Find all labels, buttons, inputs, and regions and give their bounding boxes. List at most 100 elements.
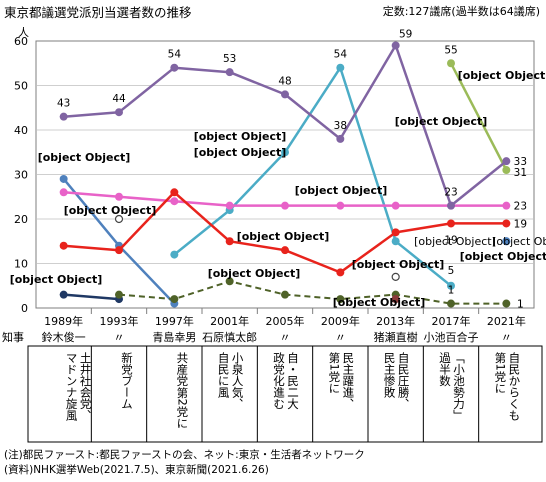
- series-point: [336, 268, 345, 277]
- y-unit-label: 人: [18, 26, 29, 39]
- context-box-line: 政党化進む: [272, 352, 286, 410]
- series-point: [336, 134, 345, 143]
- governor-name: 〃: [280, 331, 291, 344]
- series-annotation: [object Object]: [208, 267, 301, 280]
- series-point: [281, 148, 289, 157]
- series-point: [59, 188, 68, 197]
- data-label: 53: [223, 53, 236, 65]
- series-point: [225, 277, 234, 286]
- x-tick-label: 1989年: [44, 314, 83, 328]
- data-label: 19: [514, 218, 527, 230]
- data-label: 23: [444, 187, 457, 199]
- governor-row-label: 知事: [2, 330, 24, 344]
- data-label: 44: [112, 93, 126, 105]
- chart-title: 東京都議選党派別当選者数の推移: [4, 5, 192, 20]
- x-tick-label: 2013年: [376, 314, 415, 328]
- series-point: [391, 237, 400, 246]
- context-box: 自・民二大政党化進む: [271, 352, 300, 438]
- series-point: [391, 201, 400, 210]
- x-tick-label: 2021年: [487, 314, 526, 328]
- context-box-line: 旋風: [64, 398, 79, 421]
- series-annotation: [object Object]: [352, 258, 445, 271]
- context-box-line: 共産党: [175, 352, 190, 387]
- seat-note: 定数:127議席(過半数は64議席): [382, 5, 540, 18]
- series-point: [391, 228, 400, 237]
- series-point: [170, 197, 179, 206]
- series-point: [170, 250, 179, 259]
- context-box-line: 民主躍進、: [341, 352, 356, 410]
- series-annotation: [object Object]: [460, 250, 546, 263]
- series-point: [170, 188, 179, 197]
- series-point: [59, 290, 68, 299]
- series-annotation: [object Object]: [295, 184, 388, 197]
- data-label: 1: [448, 285, 455, 297]
- governor-name: 猪瀬直樹: [374, 330, 418, 344]
- series-point: [115, 290, 123, 299]
- series-point: [225, 68, 234, 77]
- series-point: [115, 192, 123, 201]
- x-tick-label: 2001年: [210, 314, 249, 328]
- single-point: [391, 272, 400, 281]
- context-box-line: 社会党、: [78, 375, 93, 421]
- series-point: [59, 174, 68, 183]
- series-point: [281, 246, 289, 255]
- series-point: [502, 166, 511, 175]
- governor-name: 石原慎太郎: [202, 330, 257, 344]
- data-label: 48: [278, 75, 291, 87]
- context-box-line: 自・民二大: [286, 352, 300, 410]
- y-tick-label: 60: [14, 35, 28, 48]
- series-line: [449, 62, 508, 171]
- series-annotation: [object Object]: [414, 235, 496, 248]
- y-tick-label: 30: [14, 169, 28, 182]
- series-point: [59, 112, 68, 121]
- data-label: 59: [399, 28, 412, 40]
- series-point: [225, 201, 234, 210]
- series-annotation: [object Object]: [38, 151, 131, 164]
- context-box: 自民圧勝、民主惨敗: [382, 352, 411, 438]
- x-tick-label: 1993年: [100, 314, 139, 328]
- footnotes: (注)都民ファースト:都民ファーストの会、ネット:東京・生活者ネットワーク (資…: [4, 448, 365, 478]
- y-tick-label: 10: [14, 258, 28, 271]
- series-annotation: [object Object]: [458, 69, 546, 82]
- series-annotation: [object Object]: [333, 296, 426, 309]
- y-tick-label: 0: [21, 302, 28, 315]
- context-box-line: 民主惨敗: [382, 352, 397, 398]
- series-annotation: [object Object]: [492, 235, 546, 248]
- context-box-line: マドンナ: [64, 352, 79, 398]
- data-label: 38: [334, 120, 347, 132]
- context-box-line: ブーム: [120, 375, 134, 410]
- governor-name: 〃: [114, 331, 125, 344]
- data-label: 55: [444, 44, 457, 56]
- data-label: 5: [448, 265, 455, 277]
- series-point: [336, 63, 345, 72]
- series-annotation: [object Object]: [194, 130, 287, 143]
- y-tick-label: 20: [14, 213, 28, 226]
- context-box: 新党ブーム: [105, 352, 134, 438]
- context-box-line: 「小池勢力」: [452, 352, 466, 421]
- context-box: 「小池勢力」過半数: [437, 352, 466, 438]
- series-point: [281, 90, 289, 99]
- single-point: [502, 237, 511, 246]
- series-point: [225, 237, 234, 246]
- series-point: [115, 108, 123, 117]
- series-line: [118, 280, 507, 305]
- series-point: [281, 201, 289, 210]
- context-box: 民主躍進、第1党に: [326, 352, 356, 438]
- y-tick-label: 40: [14, 124, 28, 137]
- data-label: 54: [168, 49, 182, 61]
- context-box-line: 第1党に: [327, 352, 342, 394]
- series-point: [502, 201, 511, 210]
- series-point: [447, 299, 455, 308]
- y-tick-label: 50: [14, 80, 28, 93]
- footnote-note: (注)都民ファースト:都民ファーストの会、ネット:東京・生活者ネットワーク: [4, 449, 365, 461]
- series-point: [502, 299, 511, 308]
- data-label: 1: [517, 299, 524, 311]
- context-box-line: 過半数: [438, 352, 452, 387]
- series-point: [170, 295, 179, 304]
- context-box: 自民からくも第1党に: [492, 352, 522, 438]
- series-annotation: [object Object]: [395, 115, 488, 128]
- series-point: [447, 281, 455, 290]
- series-point: [391, 41, 400, 50]
- context-box-line: 土井: [78, 352, 93, 375]
- context-box-line: 自民からくも: [507, 352, 522, 421]
